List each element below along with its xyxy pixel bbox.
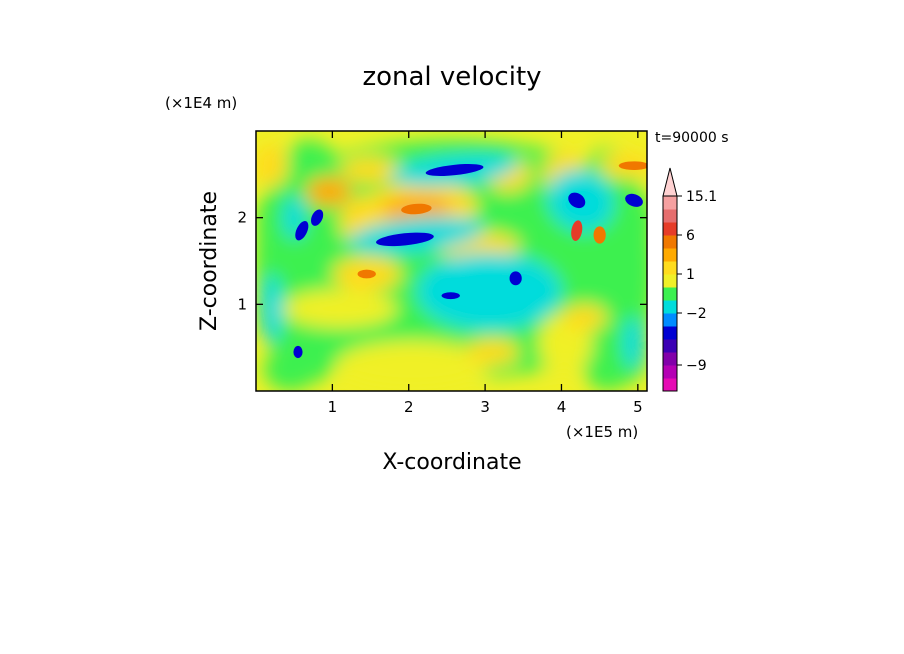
colorbar-segment [663,287,677,301]
x-tick-label: 3 [480,398,490,416]
x-axis-label: X-coordinate [382,450,521,475]
field-extreme-core [357,269,376,279]
field-region [336,340,489,390]
x-tick-label: 4 [557,398,567,416]
x-axis-ticks: 1 2 3 4 5 [328,131,643,416]
colorbar-segment [663,222,677,236]
colorbar-label: 6 [686,228,695,244]
field-region [340,157,402,183]
colorbar-label: −9 [686,358,707,374]
field-extreme-core [509,271,522,286]
colorbar-segment [663,326,677,340]
field-region [259,274,283,344]
field-region [416,252,562,331]
y-scale-label: (×1E4 m) [165,94,237,112]
field-extreme-core [625,193,643,207]
y-tick-label: 2 [237,209,247,227]
colorbar-segment [663,365,677,379]
field-extreme-core [293,345,303,359]
colorbar-extend-arrow [662,167,678,197]
time-label: t=90000 s [655,130,729,146]
colorbar-segment [663,209,677,223]
field-region [305,176,352,207]
colorbar-frame [662,195,678,392]
field-extreme-core [571,220,583,241]
colorbar-segment [663,261,677,275]
x-tick-label: 2 [404,398,414,416]
colorbar-segment [663,274,677,288]
colorbar-label: 1 [686,267,695,283]
y-tick-label: 1 [237,295,247,313]
colorbar-label: 15.1 [686,189,717,205]
colorbar-segment [663,196,677,210]
field-extreme-core [311,209,324,226]
field-region [263,347,318,391]
chart-title: zonal velocity [362,62,541,92]
x-tick-label: 1 [328,398,338,416]
field-extreme-core [568,192,586,209]
field-extreme-core [618,161,647,170]
field-region [282,289,398,328]
colorbar-segment [663,313,677,327]
colorbar-label: −2 [686,306,707,322]
field-extreme-core [401,203,432,215]
field-region [256,144,289,188]
field-area [256,131,647,391]
x-tick-label: 5 [633,398,643,416]
field-extreme-core [376,232,434,247]
colorbar-segment [663,235,677,249]
field-extreme-core [295,220,309,241]
plot-frame [255,130,648,392]
colorbar-segment [663,378,677,392]
colorbar-segment [663,352,677,366]
colorbar: 15.1 6 1 −2 −9 [662,167,717,392]
field-extreme-core [425,164,484,176]
field-extreme-core [593,226,606,244]
y-axis-ticks: 12 [237,209,647,313]
colorbar-segment [663,339,677,353]
colorbar-segment [663,248,677,262]
x-scale-label: (×1E5 m) [566,423,638,441]
y-axis-label: Z-coordinate [197,191,222,331]
field-region [622,317,646,370]
field-region [561,304,608,331]
colorbar-segment [663,300,677,314]
field-extreme-core [441,292,460,300]
field-region [466,339,520,365]
